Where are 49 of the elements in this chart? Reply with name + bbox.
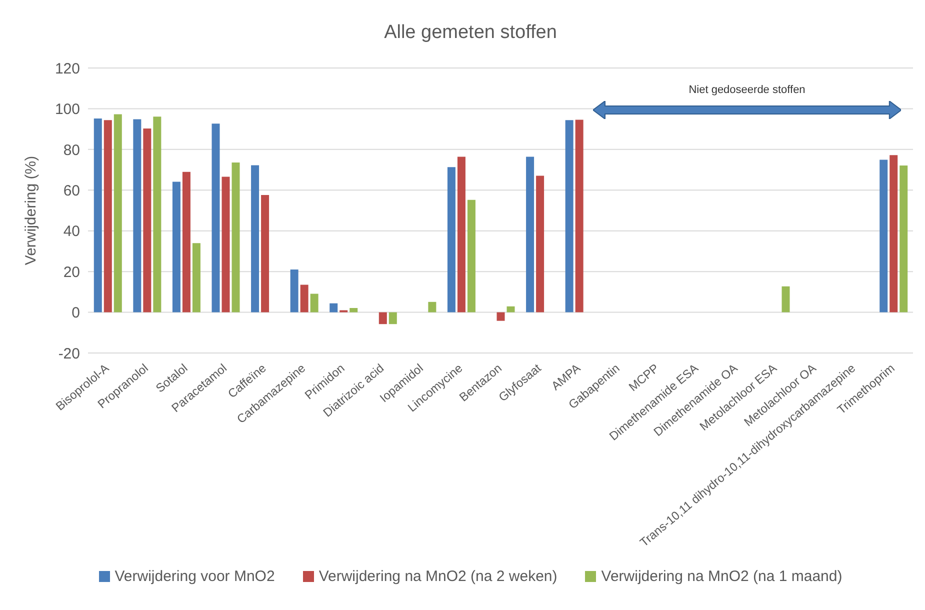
- bar: [261, 195, 270, 312]
- bar: [192, 243, 200, 312]
- bar: [153, 116, 162, 312]
- y-tick-label: 120: [54, 60, 80, 78]
- bar: [428, 302, 436, 312]
- y-tick-label: -20: [58, 345, 80, 362]
- bar: [310, 294, 318, 312]
- bar: [251, 165, 260, 312]
- bar: [565, 120, 574, 312]
- annotation: Niet gedoseerde stoffen: [688, 84, 806, 96]
- bar: [133, 119, 142, 312]
- bar: [222, 176, 230, 312]
- bar: [536, 176, 544, 312]
- bar: [350, 308, 358, 312]
- bar: [330, 303, 338, 312]
- bar: [900, 166, 908, 312]
- y-tick-label: 60: [63, 182, 80, 200]
- bar: [457, 156, 466, 312]
- y-tick-label: 80: [63, 142, 80, 159]
- legend-label: Verwijdering na MnO2 (na 2 weken): [318, 568, 558, 585]
- bar: [232, 162, 240, 312]
- bar: [94, 118, 102, 312]
- bar: [378, 312, 387, 324]
- bar: [300, 284, 308, 312]
- bar: [172, 182, 180, 312]
- bar: [467, 200, 476, 312]
- y-tick-label: 20: [63, 264, 80, 281]
- bar: [114, 114, 122, 312]
- y-tick-label: 100: [54, 101, 80, 118]
- y-tick-label: 0: [72, 304, 80, 322]
- bar: [143, 128, 152, 312]
- legend-label: Verwijdering voor MnO2: [114, 568, 275, 585]
- bar: [506, 306, 515, 312]
- bar: [890, 155, 898, 312]
- bar: [496, 312, 505, 321]
- bar: [880, 160, 888, 312]
- bar: [575, 120, 584, 312]
- bar: [447, 167, 456, 312]
- bar: [212, 124, 220, 312]
- bar: [182, 172, 190, 312]
- y-tick-label: 40: [63, 223, 80, 240]
- chart-title: Alle gemeten stoffen: [383, 22, 558, 44]
- legend-label: Verwijdering na MnO2 (na 1 maand): [600, 568, 842, 585]
- bar: [782, 286, 790, 312]
- bar: [388, 312, 397, 324]
- bar: [290, 270, 298, 312]
- bar: [526, 156, 534, 312]
- y-axis-title: Verwijdering (%): [22, 156, 40, 266]
- bar: [104, 120, 112, 312]
